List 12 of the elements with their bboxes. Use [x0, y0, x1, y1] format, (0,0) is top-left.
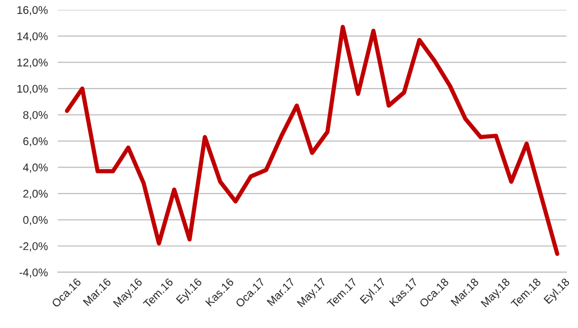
y-tick-label: 10,0% — [17, 84, 48, 94]
y-tick-label: 8,0% — [23, 111, 48, 120]
y-tick-label: -4,0% — [20, 268, 48, 278]
y-tick-label: 16,0% — [17, 6, 48, 16]
y-tick-label: -2,0% — [20, 242, 48, 252]
y-tick-label: 6,0% — [23, 137, 48, 146]
y-tick-label: 4,0% — [23, 164, 48, 173]
y-tick-label: 0,0% — [23, 216, 48, 226]
y-tick-label: 2,0% — [23, 190, 48, 199]
line-series — [64, 24, 560, 256]
y-tick-label: 12,0% — [17, 58, 48, 68]
y-tick-label: 14,0% — [17, 32, 48, 42]
